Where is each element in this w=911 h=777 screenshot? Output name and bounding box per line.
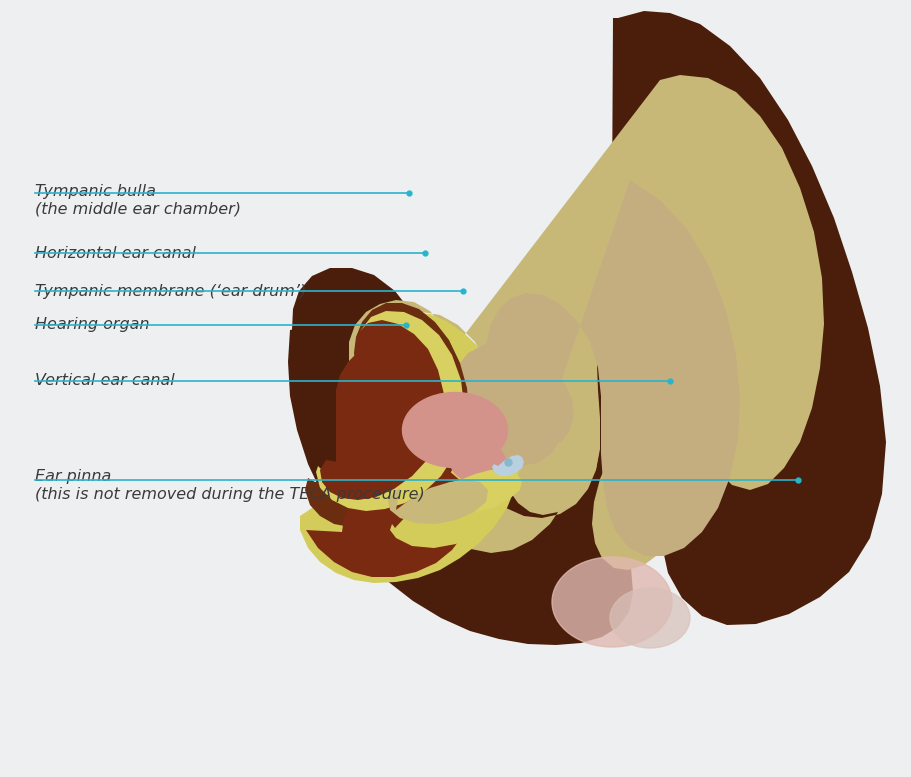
Ellipse shape [609, 588, 690, 648]
Text: Tympanic membrane (‘ear drum’): Tympanic membrane (‘ear drum’) [35, 284, 305, 299]
Polygon shape [306, 462, 469, 577]
Polygon shape [288, 11, 885, 645]
Ellipse shape [450, 442, 505, 482]
Polygon shape [439, 470, 521, 512]
Text: Hearing organ: Hearing organ [35, 317, 149, 333]
Polygon shape [320, 320, 444, 500]
Polygon shape [390, 494, 486, 548]
Polygon shape [300, 312, 521, 583]
Polygon shape [449, 180, 739, 556]
Ellipse shape [402, 392, 507, 468]
Polygon shape [335, 344, 435, 494]
Polygon shape [387, 480, 487, 524]
Text: Horizontal ear canal: Horizontal ear canal [35, 246, 196, 261]
Polygon shape [349, 75, 824, 515]
Text: Vertical ear canal: Vertical ear canal [35, 373, 174, 388]
Ellipse shape [551, 557, 671, 647]
Polygon shape [304, 303, 468, 527]
Text: Tympanic bulla
(the middle ear chamber): Tympanic bulla (the middle ear chamber) [35, 184, 241, 217]
Polygon shape [433, 290, 705, 570]
Polygon shape [491, 455, 524, 476]
Polygon shape [315, 311, 464, 511]
Text: Ear pinna
(this is not removed during the TECA procedure): Ear pinna (this is not removed during th… [35, 469, 424, 502]
